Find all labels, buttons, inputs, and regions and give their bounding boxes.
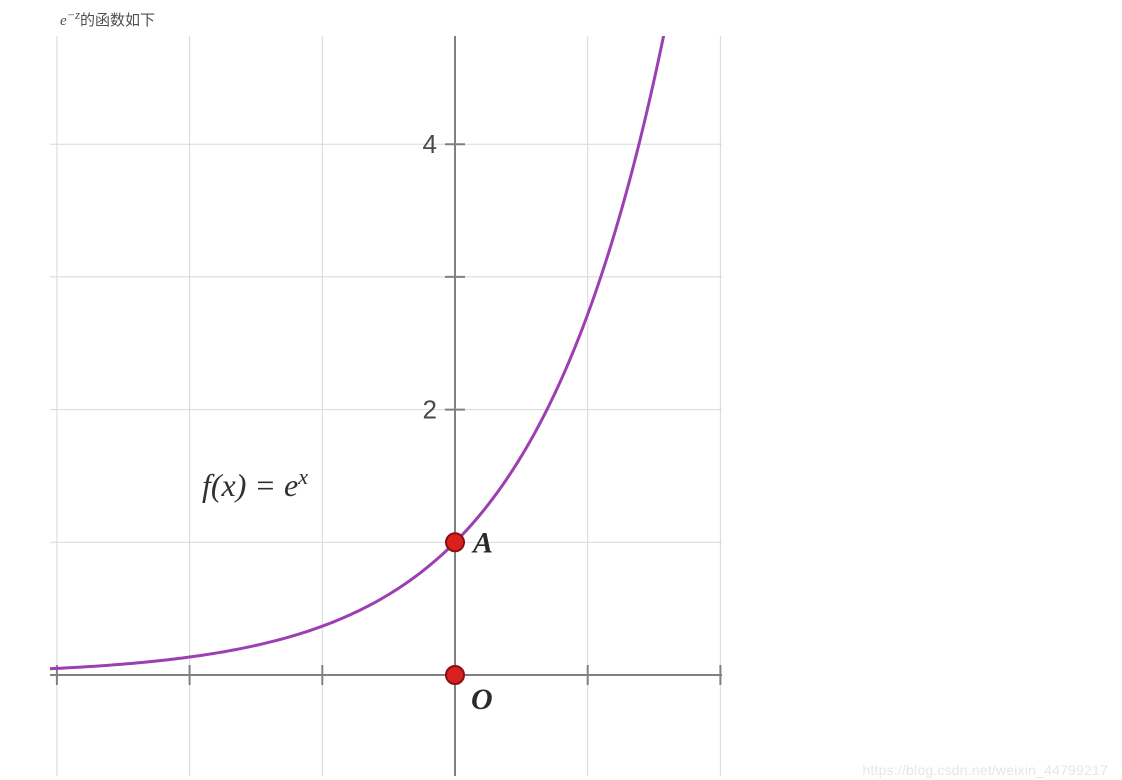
chart-svg: 2 4 f(x) = ex A O — [50, 36, 722, 776]
caption-text: e−z的函数如下 — [60, 8, 155, 30]
point-O — [446, 666, 464, 684]
point-label-O: O — [471, 683, 493, 716]
y-tick-label: 2 — [423, 395, 437, 425]
caption-cn: 的函数如下 — [80, 12, 155, 29]
chart-container: 2 4 f(x) = ex A O — [50, 36, 722, 776]
point-label-A: A — [471, 526, 493, 559]
y-tick-label: 4 — [423, 129, 437, 159]
watermark-text: https://blog.csdn.net/weixin_44799217 — [862, 762, 1108, 778]
caption-math-base: e — [60, 13, 67, 29]
function-label: f(x) = ex — [202, 464, 308, 504]
chart-bg — [50, 36, 722, 776]
point-A — [446, 533, 464, 551]
caption-math-sup: −z — [67, 8, 80, 22]
